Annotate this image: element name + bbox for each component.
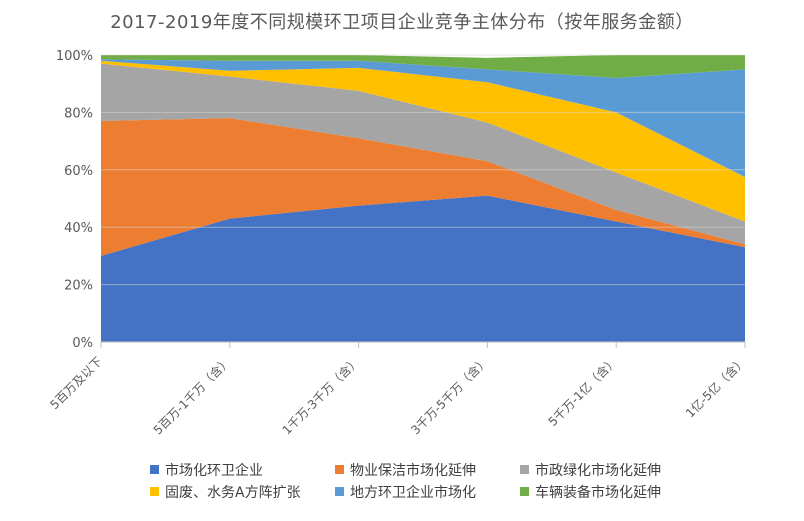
- x-tick-label: 3千万-5千万（含）: [408, 354, 492, 438]
- legend-label: 地方环卫企业市场化: [350, 485, 476, 501]
- area-series-2: [101, 118, 745, 256]
- legend-swatch: [520, 487, 529, 496]
- legend-swatch: [150, 465, 159, 474]
- y-tick-label: 100%: [56, 49, 93, 64]
- y-tick-label: 40%: [64, 221, 93, 236]
- legend-swatch: [335, 465, 344, 474]
- legend-item-4: 固废、水务A方阵扩张: [150, 482, 335, 504]
- legend-label: 市场化环卫企业: [165, 463, 263, 479]
- x-tick-labels: 5百万及以下 5百万-1千万（含） 1千万-3千万（含） 3千万-5千万（含） 5千万-…: [47, 354, 749, 438]
- area-series-4: [101, 60, 745, 222]
- legend-swatch: [150, 487, 159, 496]
- legend-item-5: 地方环卫企业市场化: [335, 482, 520, 504]
- x-tick-label: 1亿-5亿（含）: [682, 354, 749, 421]
- legend: 市场化环卫企业 物业保洁市场化延伸 市政绿化市场化延伸固废、水务A方阵扩张 地方环卫企…: [150, 460, 710, 504]
- legend-label: 物业保洁市场化延伸: [350, 463, 476, 479]
- legend-item-6: 车辆装备市场化延伸: [520, 482, 705, 504]
- chart-title: 2017-2019年度不同规模环卫项目企业竞争主体分布（按年服务金额）: [110, 12, 694, 33]
- area-series-6: [101, 55, 745, 78]
- area-series-1: [101, 195, 745, 342]
- legend-swatch: [520, 465, 529, 474]
- areas-layer: [101, 55, 745, 342]
- legend-item-3: 市政绿化市场化延伸: [520, 460, 705, 482]
- y-tick-label: 80%: [64, 106, 93, 121]
- area-series-5: [101, 59, 745, 177]
- x-tick-label: 5百万及以下: [47, 354, 105, 412]
- legend-label: 固废、水务A方阵扩张: [165, 485, 301, 501]
- legend-item-2: 物业保洁市场化延伸: [335, 460, 520, 482]
- legend-swatch: [335, 487, 344, 496]
- legend-label: 市政绿化市场化延伸: [535, 463, 661, 479]
- y-tick-label: 60%: [64, 164, 93, 179]
- x-tick-label: 5千万-1亿（含）: [545, 354, 620, 429]
- legend-label: 车辆装备市场化延伸: [535, 485, 661, 501]
- legend-item-1: 市场化环卫企业: [150, 460, 335, 482]
- x-tick-label: 5百万-1千万（含）: [150, 354, 234, 438]
- area-series-3: [101, 63, 745, 245]
- y-tick-label: 20%: [64, 279, 93, 294]
- axes: [100, 341, 746, 348]
- y-tick-label: 0%: [72, 336, 93, 351]
- y-tick-labels: 0% 20% 40% 60% 80% 100%: [56, 49, 93, 351]
- x-tick-label: 1千万-3千万（含）: [279, 354, 363, 438]
